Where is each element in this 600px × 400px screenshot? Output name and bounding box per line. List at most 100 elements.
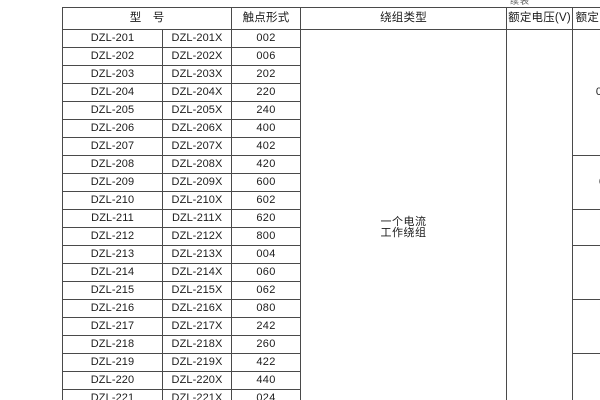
header-rated-voltage: 额定电压(V) bbox=[506, 7, 573, 30]
cell-model: DZL-202 bbox=[62, 47, 163, 66]
cell-model-x: DZL-215X bbox=[162, 281, 232, 300]
cell-contact-form: 202 bbox=[231, 65, 301, 84]
cell-rated-voltage bbox=[506, 29, 573, 400]
cell-model: DZL-204 bbox=[62, 83, 163, 102]
cell-model: DZL-213 bbox=[62, 245, 163, 264]
continued-table-marker: 续表 bbox=[510, 0, 531, 6]
cell-model-x: DZL-206X bbox=[162, 119, 232, 138]
cell-contact-form: 420 bbox=[231, 155, 301, 174]
winding-type-line-2: 工作绕组 bbox=[380, 226, 427, 239]
cell-model-x: DZL-216X bbox=[162, 299, 232, 318]
cell-rated-current: 0.25 bbox=[572, 29, 600, 156]
cell-model: DZL-206 bbox=[62, 119, 163, 138]
header-model: 型 号 bbox=[62, 7, 232, 30]
cell-contact-form: 002 bbox=[231, 29, 301, 48]
cell-model-x: DZL-207X bbox=[162, 137, 232, 156]
table-row: DZL-209 DZL-209X 600 bbox=[62, 173, 600, 192]
cell-contact-form: 006 bbox=[231, 47, 301, 66]
spec-table-container: 型 号 触点形式 绕组类型 额定电压(V) 额定电流(A) DZL-201DZL… bbox=[62, 7, 600, 400]
cell-model-x: DZL-205X bbox=[162, 101, 232, 120]
cell-model: DZL-207 bbox=[62, 137, 163, 156]
header-winding-type: 绕组类型 bbox=[300, 7, 507, 30]
cell-contact-form: 240 bbox=[231, 101, 301, 120]
cell-model: DZL-201 bbox=[62, 29, 163, 48]
relay-spec-table: 型 号 触点形式 绕组类型 额定电压(V) 额定电流(A) DZL-201DZL… bbox=[62, 7, 600, 400]
cell-contact-form: 220 bbox=[231, 83, 301, 102]
cell-rated-current: 4 bbox=[572, 299, 600, 354]
cell-model: DZL-216 bbox=[62, 299, 163, 318]
cell-rated-current: 2 bbox=[572, 245, 600, 300]
cell-model-x: DZL-218X bbox=[162, 335, 232, 354]
cell-model-x: DZL-213X bbox=[162, 245, 232, 264]
table-row: DZL-217 DZL-217X 242 bbox=[62, 317, 600, 336]
cell-model: DZL-205 bbox=[62, 101, 163, 120]
table-row: DZL-220 DZL-220X 440 bbox=[62, 371, 600, 390]
cell-contact-form: 422 bbox=[231, 353, 301, 372]
cell-rated-current: 0.5 bbox=[572, 155, 600, 210]
cell-model: DZL-209 bbox=[62, 173, 163, 192]
cell-contact-form: 062 bbox=[231, 281, 301, 300]
cell-model: DZL-211 bbox=[62, 209, 163, 228]
table-row: DZL-205 DZL-205X 240 bbox=[62, 101, 600, 120]
cell-model-x: DZL-210X bbox=[162, 191, 232, 210]
table-body: DZL-201DZL-201X002一个电流工作绕组0.25DZL-202DZL… bbox=[62, 29, 600, 400]
cell-model: DZL-217 bbox=[62, 317, 163, 336]
cell-model: DZL-210 bbox=[62, 191, 163, 210]
table-row: DZL-214 DZL-214X 060 bbox=[62, 263, 600, 282]
cell-model-x: DZL-209X bbox=[162, 173, 232, 192]
cell-contact-form: 402 bbox=[231, 137, 301, 156]
cell-model-x: DZL-208X bbox=[162, 155, 232, 174]
cell-winding-type: 一个电流 工作绕组 bbox=[300, 29, 507, 400]
cell-contact-form: 620 bbox=[231, 209, 301, 228]
cell-model: DZL-218 bbox=[62, 335, 163, 354]
cell-rated-current: 8 bbox=[572, 353, 600, 400]
cell-model-x: DZL-220X bbox=[162, 371, 232, 390]
cell-model-x: DZL-204X bbox=[162, 83, 232, 102]
cell-model: DZL-212 bbox=[62, 227, 163, 246]
cell-model-x: DZL-211X bbox=[162, 209, 232, 228]
table-row: DZL-212 DZL-212X 800 bbox=[62, 227, 600, 246]
table-row: DZL-215 DZL-215X 062 bbox=[62, 281, 600, 300]
header-rated-current: 额定电流(A) bbox=[572, 7, 600, 30]
table-row: DZL-221 DZL-221X 024 bbox=[62, 389, 600, 400]
cell-rated-current: 1 bbox=[572, 209, 600, 246]
table-row: DZL-206 DZL-206X 400 bbox=[62, 119, 600, 138]
cell-model: DZL-214 bbox=[62, 263, 163, 282]
cell-contact-form: 024 bbox=[231, 389, 301, 400]
cell-contact-form: 600 bbox=[231, 173, 301, 192]
cell-model-x: DZL-201X bbox=[162, 29, 232, 48]
cell-model: DZL-220 bbox=[62, 371, 163, 390]
winding-type-line-1: 一个电流 bbox=[380, 215, 427, 228]
cell-model-x: DZL-203X bbox=[162, 65, 232, 84]
cell-contact-form: 080 bbox=[231, 299, 301, 318]
cell-contact-form: 060 bbox=[231, 263, 301, 282]
cell-contact-form: 400 bbox=[231, 119, 301, 138]
table-header: 型 号 触点形式 绕组类型 额定电压(V) 额定电流(A) bbox=[62, 7, 600, 30]
cell-model: DZL-208 bbox=[62, 155, 163, 174]
cell-model-x: DZL-202X bbox=[162, 47, 232, 66]
cell-model: DZL-203 bbox=[62, 65, 163, 84]
cell-model-x: DZL-214X bbox=[162, 263, 232, 282]
header-row: 型 号 触点形式 绕组类型 额定电压(V) 额定电流(A) bbox=[62, 7, 600, 30]
cell-contact-form: 800 bbox=[231, 227, 301, 246]
cell-contact-form: 440 bbox=[231, 371, 301, 390]
cell-model: DZL-221 bbox=[62, 389, 163, 400]
table-row: DZL-204 DZL-204X 220 bbox=[62, 83, 600, 102]
table-row: DZL-210 DZL-210X 602 bbox=[62, 191, 600, 210]
cell-contact-form: 242 bbox=[231, 317, 301, 336]
header-contact-form: 触点形式 bbox=[231, 7, 301, 30]
cell-model-x: DZL-219X bbox=[162, 353, 232, 372]
cell-model-x: DZL-217X bbox=[162, 317, 232, 336]
cell-model: DZL-219 bbox=[62, 353, 163, 372]
cell-contact-form: 602 bbox=[231, 191, 301, 210]
cell-model-x: DZL-221X bbox=[162, 389, 232, 400]
header-model-label: 型 号 bbox=[129, 11, 165, 24]
cell-model-x: DZL-212X bbox=[162, 227, 232, 246]
